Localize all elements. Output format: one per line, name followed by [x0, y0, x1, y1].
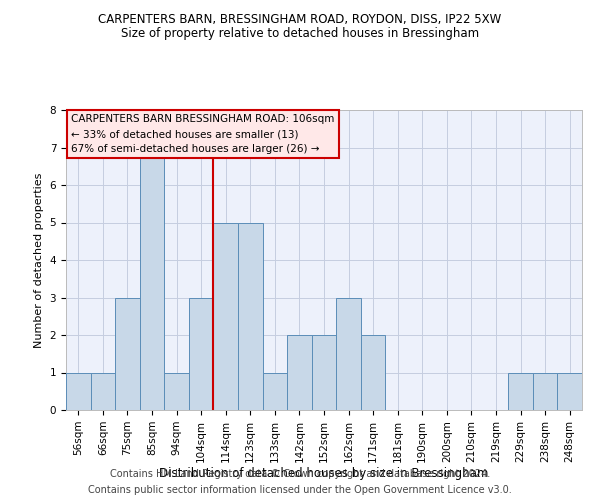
Bar: [189, 298, 214, 410]
Bar: [312, 335, 336, 410]
Bar: [557, 372, 582, 410]
Text: Size of property relative to detached houses in Bressingham: Size of property relative to detached ho…: [121, 28, 479, 40]
Bar: [91, 372, 115, 410]
Bar: [361, 335, 385, 410]
Bar: [238, 222, 263, 410]
Y-axis label: Number of detached properties: Number of detached properties: [34, 172, 44, 348]
Text: CARPENTERS BARN BRESSINGHAM ROAD: 106sqm
← 33% of detached houses are smaller (1: CARPENTERS BARN BRESSINGHAM ROAD: 106sqm…: [71, 114, 335, 154]
X-axis label: Distribution of detached houses by size in Bressingham: Distribution of detached houses by size …: [160, 468, 488, 480]
Bar: [214, 222, 238, 410]
Bar: [164, 372, 189, 410]
Text: Contains HM Land Registry data © Crown copyright and database right 2024.: Contains HM Land Registry data © Crown c…: [110, 469, 490, 479]
Bar: [263, 372, 287, 410]
Bar: [508, 372, 533, 410]
Bar: [336, 298, 361, 410]
Bar: [287, 335, 312, 410]
Bar: [140, 148, 164, 410]
Bar: [533, 372, 557, 410]
Bar: [66, 372, 91, 410]
Bar: [115, 298, 140, 410]
Text: CARPENTERS BARN, BRESSINGHAM ROAD, ROYDON, DISS, IP22 5XW: CARPENTERS BARN, BRESSINGHAM ROAD, ROYDO…: [98, 12, 502, 26]
Text: Contains public sector information licensed under the Open Government Licence v3: Contains public sector information licen…: [88, 485, 512, 495]
